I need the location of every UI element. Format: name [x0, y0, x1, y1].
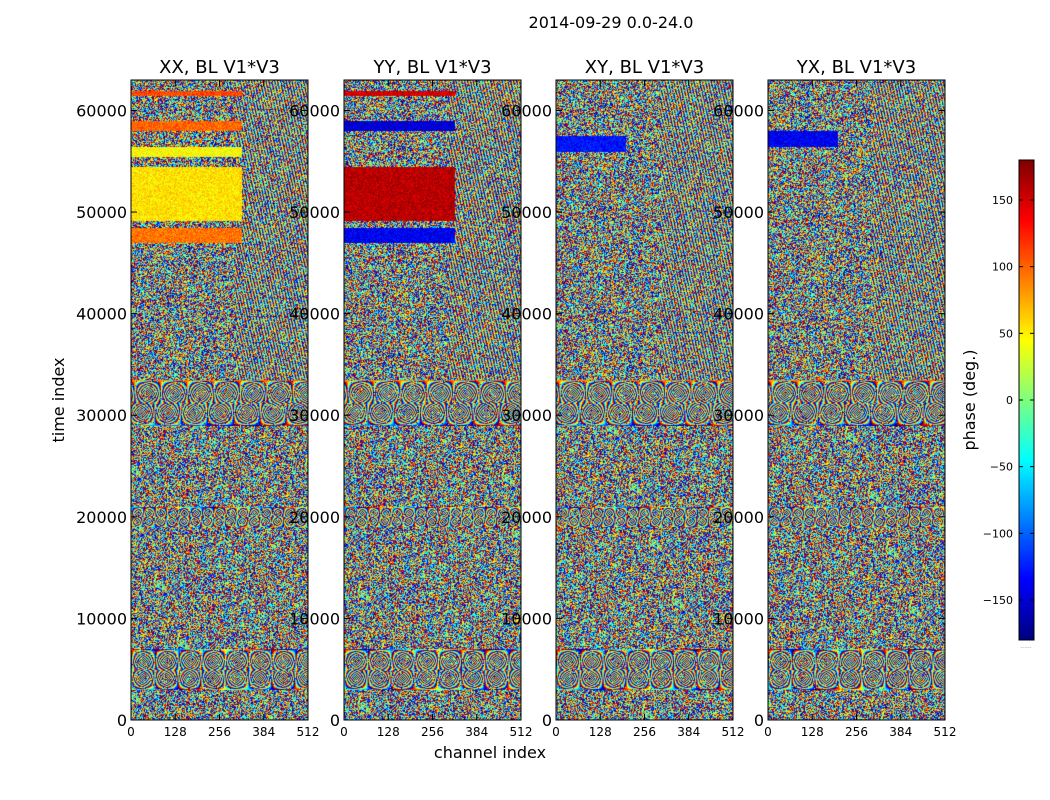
y-tick-label: 60000 — [501, 101, 552, 120]
colorbar-ticks: 150 100 50 0 −50 −100 −150 — [983, 194, 1034, 607]
x-tick-label: 128 — [164, 725, 187, 739]
y-tick-label: 50000 — [713, 203, 764, 222]
colorbar-tick-label: 50 — [999, 327, 1013, 340]
y-tick-label: 0 — [754, 711, 764, 730]
colorbar-tick-label: −50 — [990, 461, 1013, 474]
colorbar-tick-label: 150 — [992, 194, 1013, 207]
panel-frame — [767, 79, 946, 721]
y-tick-label: 20000 — [289, 508, 340, 527]
x-tick-label: 512 — [934, 725, 957, 739]
figure-suptitle: 2014-09-29 0.0-24.0 — [529, 13, 694, 32]
y-tick-label: 30000 — [76, 406, 127, 425]
y-tick-label: 10000 — [289, 609, 340, 628]
colorbar-tick-label: 100 — [992, 261, 1013, 274]
y-tick-label: 10000 — [501, 609, 552, 628]
x-tick-label: 256 — [845, 725, 868, 739]
colorbar-label: phase (deg.) — [960, 349, 979, 450]
y-tick-label: 40000 — [501, 305, 552, 324]
panel-title: XY, BL V1*V3 — [585, 57, 704, 78]
y-tick-label: 30000 — [501, 406, 552, 425]
y-tick-label: 30000 — [289, 406, 340, 425]
x-tick-label: 512 — [297, 725, 320, 739]
y-tick-labels: 0 10000 20000 30000 40000 50000 60000 0 10000 200… — [76, 101, 764, 730]
panel-title: YY, BL V1*V3 — [372, 57, 491, 78]
x-tick-label: 0 — [552, 725, 560, 739]
y-axis-label: time index — [49, 357, 68, 442]
panel-title: XX, BL V1*V3 — [159, 57, 280, 78]
panel-yy-waterfall — [344, 80, 521, 720]
x-tick-label: 0 — [340, 725, 348, 739]
y-tick-label: 60000 — [76, 101, 127, 120]
colorbar-gradient — [1019, 160, 1034, 640]
x-tick-label: 384 — [465, 725, 488, 739]
x-tick-label: 128 — [377, 725, 400, 739]
panel-yx-waterfall — [768, 80, 945, 720]
y-tick-label: 20000 — [501, 508, 552, 527]
panel-titles: XX, BL V1*V3 YY, BL V1*V3 XY, BL V1*V3 YX, … — [159, 57, 916, 78]
y-tick-label: 20000 — [76, 508, 127, 527]
x-tick-label: 512 — [510, 725, 533, 739]
x-tick-label: 384 — [252, 725, 275, 739]
panel-title: YX, BL V1*V3 — [796, 57, 916, 78]
panel-frames — [130, 79, 1035, 721]
colorbar-footer: ...... — [1020, 643, 1032, 650]
x-tick-label: 512 — [722, 725, 745, 739]
y-tick-label: 40000 — [76, 305, 127, 324]
y-tick-label: 60000 — [289, 101, 340, 120]
panel-xy-waterfall — [556, 80, 733, 720]
x-tick-labels: 0 128 256 384 512 0 128 256 384 512 0 128 256 384 512 0… — [127, 725, 956, 739]
x-tick-label: 256 — [208, 725, 231, 739]
x-tick-label: 384 — [889, 725, 912, 739]
colorbar-tick-label: −150 — [983, 594, 1013, 607]
y-tick-label: 20000 — [713, 508, 764, 527]
y-tick-label: 50000 — [501, 203, 552, 222]
y-tick-label: 50000 — [289, 203, 340, 222]
x-tick-label: 128 — [801, 725, 824, 739]
x-tick-label: 0 — [764, 725, 772, 739]
x-tick-label: 256 — [633, 725, 656, 739]
y-tick-label: 10000 — [713, 609, 764, 628]
panel-frame — [343, 79, 522, 721]
y-tick-label: 50000 — [76, 203, 127, 222]
y-tick-label: 10000 — [76, 609, 127, 628]
x-tick-label: 128 — [589, 725, 612, 739]
panel-frame — [555, 79, 734, 721]
colorbar-tick-label: −100 — [983, 527, 1013, 540]
y-tick-label: 40000 — [713, 305, 764, 324]
panel-xx-waterfall — [131, 80, 308, 720]
x-axis-label: channel index — [434, 743, 546, 762]
x-tick-label: 0 — [127, 725, 135, 739]
y-tick-label: 60000 — [713, 101, 764, 120]
x-tick-label: 256 — [421, 725, 444, 739]
y-tick-label: 0 — [117, 711, 127, 730]
colorbar-tick-label: 0 — [1006, 394, 1013, 407]
x-tick-label: 384 — [677, 725, 700, 739]
panel-frame — [130, 79, 309, 721]
y-tick-label: 0 — [542, 711, 552, 730]
y-tick-label: 40000 — [289, 305, 340, 324]
y-tick-label: 30000 — [713, 406, 764, 425]
y-tick-label: 0 — [330, 711, 340, 730]
